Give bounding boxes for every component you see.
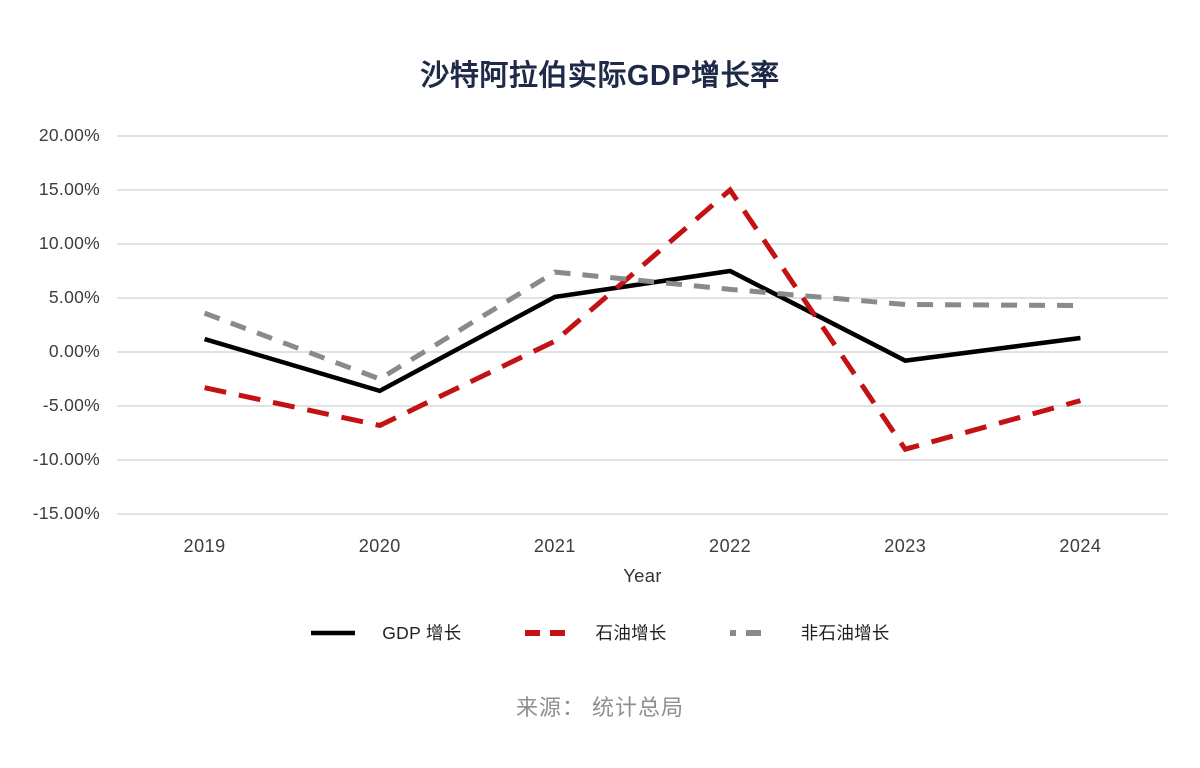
legend-label: 石油增长 — [595, 623, 667, 643]
legend-swatch-icon — [524, 629, 569, 636]
y-tick-label: 0.00% — [48, 341, 100, 361]
legend-item: 非石油增长 — [729, 620, 890, 645]
y-tick-label: 20.00% — [38, 125, 100, 145]
legend-label: 非石油增长 — [800, 623, 890, 643]
y-tick-label: -5.00% — [42, 395, 100, 415]
legend-swatch-icon — [729, 629, 769, 636]
gridlines — [117, 135, 1168, 515]
x-tick-label: 2024 — [1059, 536, 1102, 556]
legend-item: GDP 增长 — [310, 620, 461, 645]
series-line — [203, 268, 1081, 394]
x-tick-label: 2022 — [709, 536, 752, 556]
y-tick-label: -10.00% — [32, 449, 100, 469]
series-line — [203, 269, 1081, 382]
legend-label: GDP 增长 — [382, 623, 462, 643]
x-axis-title: Year — [623, 565, 662, 586]
series-line — [204, 186, 1082, 453]
y-tick-label: 5.00% — [48, 287, 100, 307]
line-chart-plot — [117, 135, 1168, 515]
chart-title: 沙特阿拉伯实际GDP增长率 — [420, 60, 780, 92]
source-note: 来源： 统计总局 — [515, 695, 685, 720]
y-tick-label: 10.00% — [38, 233, 100, 253]
legend-swatch-icon — [311, 630, 356, 635]
x-tick-label: 2020 — [358, 536, 401, 556]
x-tick-label: 2019 — [183, 536, 226, 556]
x-tick-label: 2021 — [533, 536, 576, 556]
y-tick-label: 15.00% — [38, 179, 100, 199]
x-tick-label: 2023 — [884, 536, 927, 556]
series-lines — [203, 186, 1082, 453]
y-tick-label: -15.00% — [32, 503, 100, 523]
legend-item: 石油增长 — [524, 620, 667, 645]
chart-legend: GDP 增长 石油增长 非石油增长 — [0, 620, 1200, 645]
